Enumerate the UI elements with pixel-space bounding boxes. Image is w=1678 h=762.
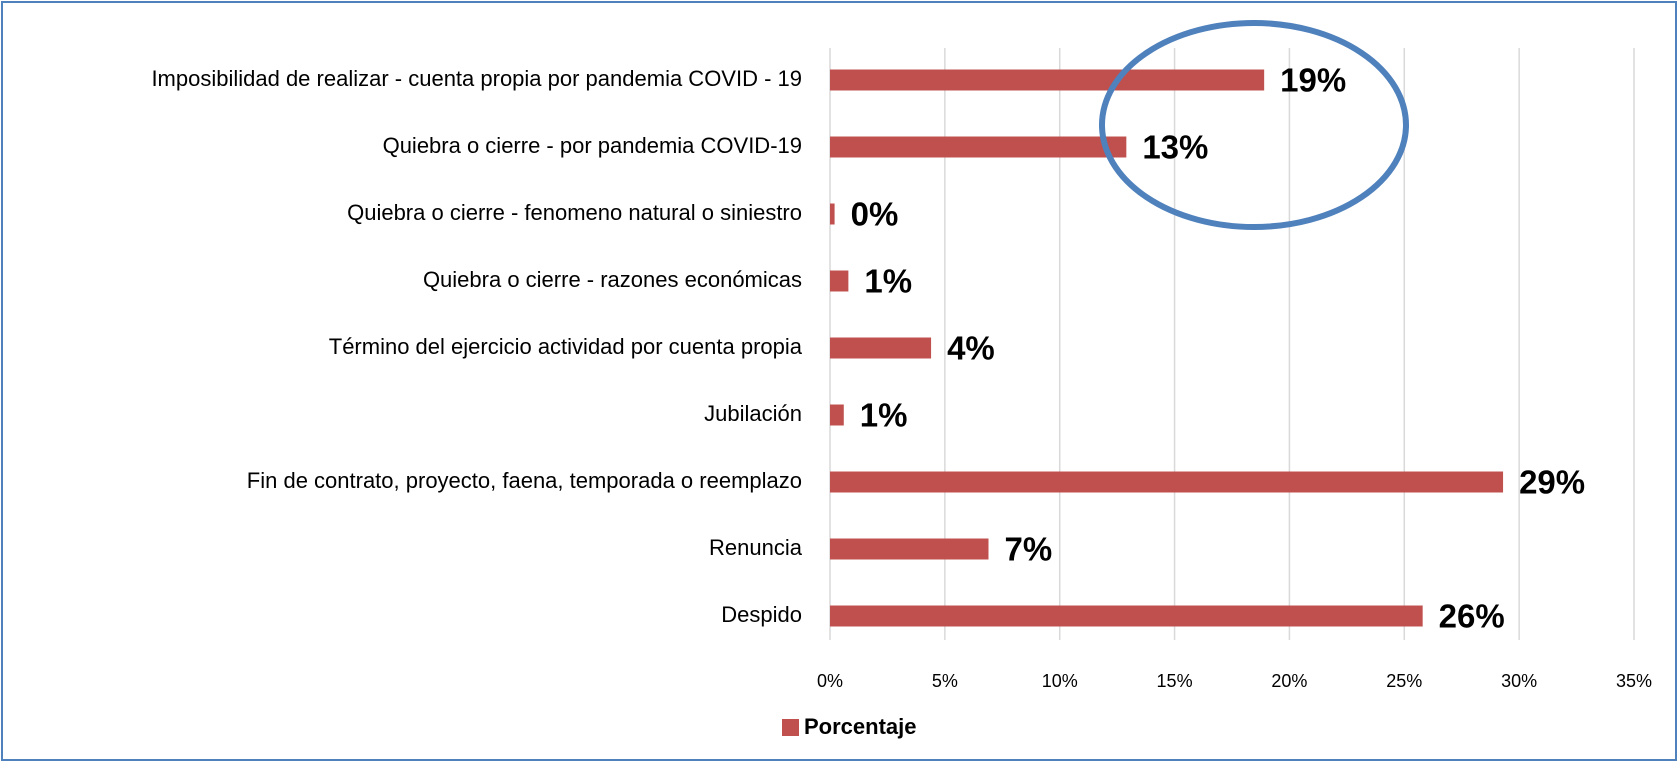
bar bbox=[830, 203, 835, 225]
value-label: 29% bbox=[1519, 464, 1585, 501]
x-tick-label: 20% bbox=[1271, 671, 1307, 691]
y-tick-label: Quiebra o cierre - razones económicas bbox=[423, 267, 802, 292]
bar bbox=[830, 471, 1504, 493]
y-tick-label: Término del ejercicio actividad por cuen… bbox=[329, 334, 803, 359]
y-tick-label: Imposibilidad de realizar - cuenta propi… bbox=[151, 66, 802, 91]
x-tick-label: 25% bbox=[1386, 671, 1422, 691]
value-label: 1% bbox=[860, 397, 908, 434]
bar bbox=[830, 337, 932, 359]
x-tick-label: 0% bbox=[817, 671, 843, 691]
legend-swatch bbox=[782, 719, 799, 736]
y-tick-label: Despido bbox=[721, 602, 802, 627]
y-tick-label: Renuncia bbox=[709, 535, 803, 560]
x-tick-label: 15% bbox=[1157, 671, 1193, 691]
bar bbox=[830, 605, 1423, 627]
value-label: 0% bbox=[851, 196, 899, 233]
y-tick-label: Quiebra o cierre - por pandemia COVID-19 bbox=[383, 133, 802, 158]
x-tick-label: 5% bbox=[932, 671, 958, 691]
bar bbox=[830, 136, 1127, 158]
bar bbox=[830, 538, 989, 560]
x-tick-label: 30% bbox=[1501, 671, 1537, 691]
y-tick-label: Jubilación bbox=[704, 401, 802, 426]
legend-label: Porcentaje bbox=[804, 714, 917, 739]
y-tick-label: Fin de contrato, proyecto, faena, tempor… bbox=[247, 468, 802, 493]
x-tick-label: 35% bbox=[1616, 671, 1652, 691]
value-label: 26% bbox=[1439, 598, 1505, 635]
x-tick-label: 10% bbox=[1042, 671, 1078, 691]
bar bbox=[830, 404, 844, 426]
y-tick-label: Quiebra o cierre - fenomeno natural o si… bbox=[347, 200, 802, 225]
highlight-ellipse bbox=[1099, 20, 1409, 230]
value-label: 19% bbox=[1280, 62, 1346, 99]
value-label: 4% bbox=[947, 330, 995, 367]
value-label: 13% bbox=[1142, 129, 1208, 166]
bar bbox=[830, 69, 1265, 91]
value-label: 7% bbox=[1005, 531, 1053, 568]
bar bbox=[830, 270, 849, 292]
value-label: 1% bbox=[864, 263, 912, 300]
